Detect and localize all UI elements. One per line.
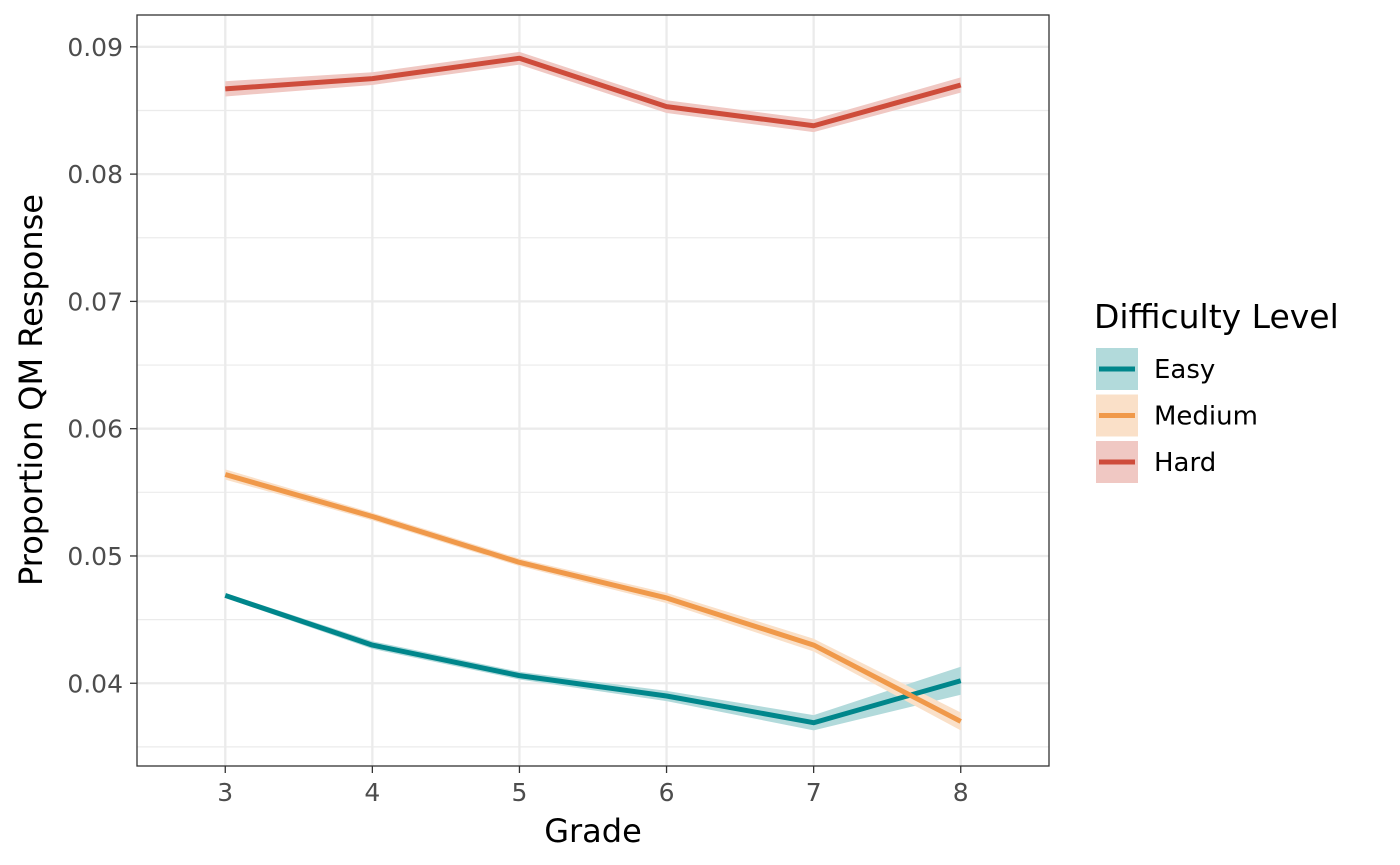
y-axis-title: Proportion QM Response — [12, 194, 50, 586]
series-lines — [224, 55, 962, 726]
x-tick-label-4: 7 — [806, 778, 822, 807]
x-tick-label-1: 4 — [364, 778, 380, 807]
series-line-easy — [224, 593, 962, 726]
plot-panel — [137, 15, 1049, 766]
y-axis: 0.04 0.05 0.06 0.07 0.08 0.09 — [67, 33, 137, 698]
y-tick-label-5: 0.09 — [67, 33, 123, 62]
y-tick-label-4: 0.08 — [67, 160, 123, 189]
x-tick-label-2: 5 — [511, 778, 527, 807]
x-tick-label-0: 3 — [217, 778, 233, 807]
y-tick-label-0: 0.04 — [67, 669, 123, 698]
major-gridlines — [137, 15, 1049, 766]
series-line-medium — [224, 472, 962, 724]
plot-border — [136, 14, 1050, 767]
y-tick-label-3: 0.07 — [67, 287, 123, 316]
x-tick-label-3: 6 — [659, 778, 675, 807]
series-line-hard — [225, 55, 962, 129]
legend-label-medium: Medium — [1154, 402, 1258, 432]
legend-title: Difficulty Level — [1094, 297, 1339, 336]
x-axis-title: Grade — [544, 812, 642, 850]
y-tick-label-1: 0.05 — [67, 542, 123, 571]
legend: Difficulty Level Easy Medium Hard — [1094, 297, 1339, 483]
legend-label-easy: Easy — [1154, 355, 1215, 385]
x-tick-label-5: 8 — [953, 778, 969, 807]
y-tick-label-2: 0.06 — [67, 415, 123, 444]
legend-label-hard: Hard — [1154, 448, 1216, 478]
x-axis: 3 4 5 6 7 8 — [217, 766, 969, 807]
